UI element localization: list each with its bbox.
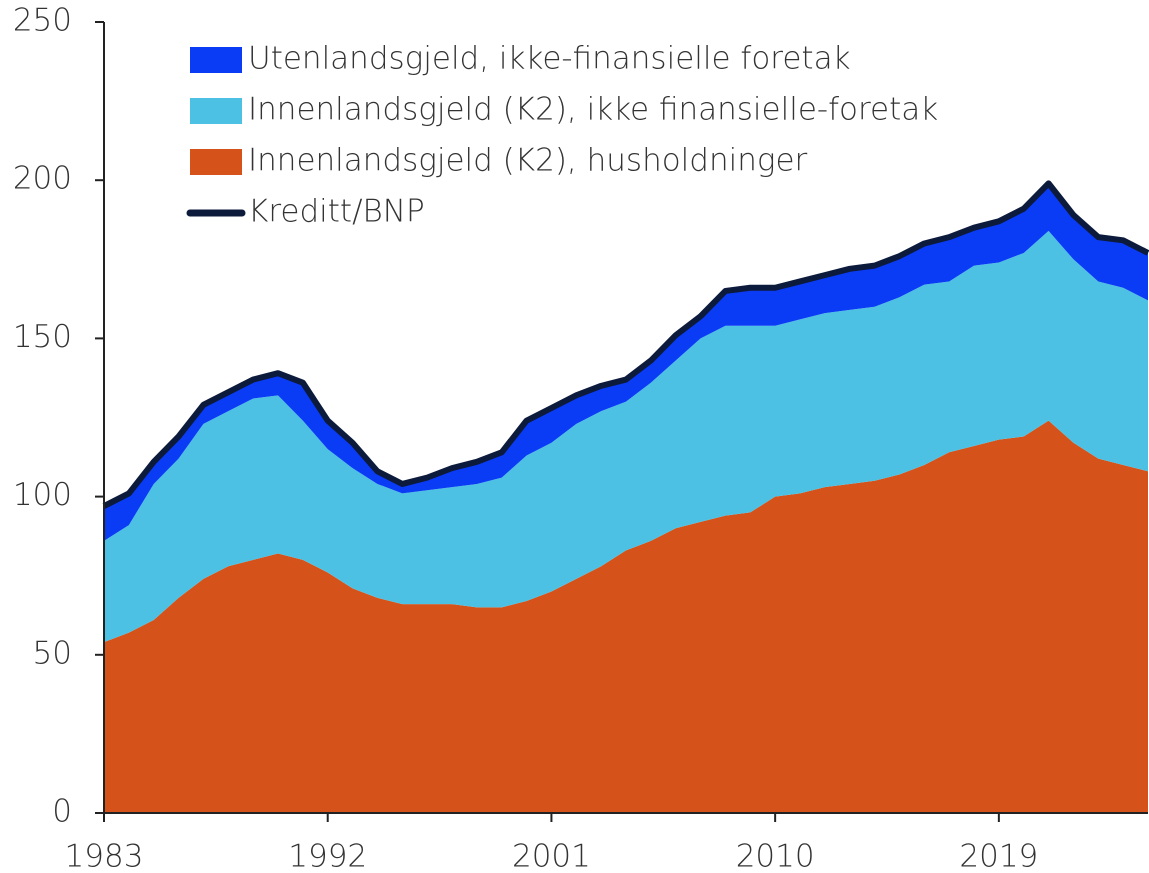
y-tick-label: 250 [13,3,72,39]
y-tick-label: 150 [13,319,72,355]
x-tick-label: 2010 [736,839,815,873]
legend-label: Innenlandsgjeld (K2), ikke finansielle-f… [248,92,938,128]
legend-swatch [190,98,242,124]
legend-swatch [190,47,242,73]
legend-label: Innenlandsgjeld (K2), husholdninger [248,143,808,179]
area [104,183,1148,541]
y-tick-label: 0 [52,794,72,830]
y-tick-label: 100 [13,477,72,513]
legend-swatch [190,149,242,175]
legend-label: Utenlandsgjeld, ikke-finansielle foretak [248,41,851,77]
x-tick-label: 1983 [65,839,144,873]
x-tick-label: 2001 [512,839,591,873]
x-tick-label: 1992 [288,839,367,873]
x-tick-label: 2019 [959,839,1038,873]
legend-label: Kreditt/BNP [248,194,425,230]
y-tick-label: 50 [33,635,72,671]
y-tick-label: 200 [13,161,72,197]
area [104,420,1148,813]
line [102,180,1149,509]
area [104,230,1148,643]
